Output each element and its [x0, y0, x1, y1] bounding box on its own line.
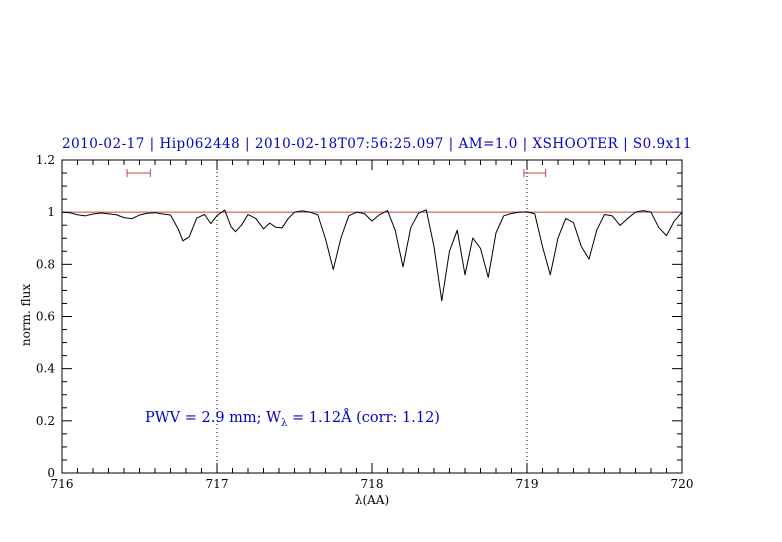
- svg-text:720: 720: [671, 477, 694, 491]
- pwv-annotation-suffix: = 1.12Å (corr: 1.12): [287, 410, 440, 426]
- y-axis-label: norm. flux: [19, 283, 33, 347]
- svg-text:716: 716: [51, 477, 74, 491]
- pwv-annotation-prefix: PWV = 2.9 mm; W: [145, 410, 282, 426]
- svg-text:719: 719: [516, 477, 539, 491]
- svg-text:718: 718: [361, 477, 384, 491]
- y-tick-labels: 0 0.2 0.4 0.6 0.8 1 1.2: [36, 153, 55, 480]
- pwv-annotation-sub: λ: [281, 417, 288, 429]
- svg-text:0.6: 0.6: [36, 310, 55, 324]
- svg-text:0: 0: [47, 466, 55, 480]
- x-axis-label: λ(AA): [354, 493, 390, 507]
- plot-title: 2010-02-17 | Hip062448 | 2010-02-18T07:5…: [62, 136, 692, 152]
- range-marker-1: [523, 169, 547, 178]
- spectrum-line: [61, 209, 683, 302]
- svg-text:0.4: 0.4: [36, 362, 55, 376]
- svg-text:1: 1: [47, 205, 55, 219]
- svg-text:1.2: 1.2: [36, 153, 55, 167]
- svg-text:0.2: 0.2: [36, 414, 55, 428]
- x-tick-labels: 716 717 718 719 720: [51, 477, 694, 491]
- svg-text:717: 717: [206, 477, 229, 491]
- pwv-annotation: PWV = 2.9 mm; Wλ = 1.12Å (corr: 1.12): [145, 410, 440, 429]
- range-marker-0: [126, 169, 151, 178]
- svg-text:0.8: 0.8: [36, 257, 55, 271]
